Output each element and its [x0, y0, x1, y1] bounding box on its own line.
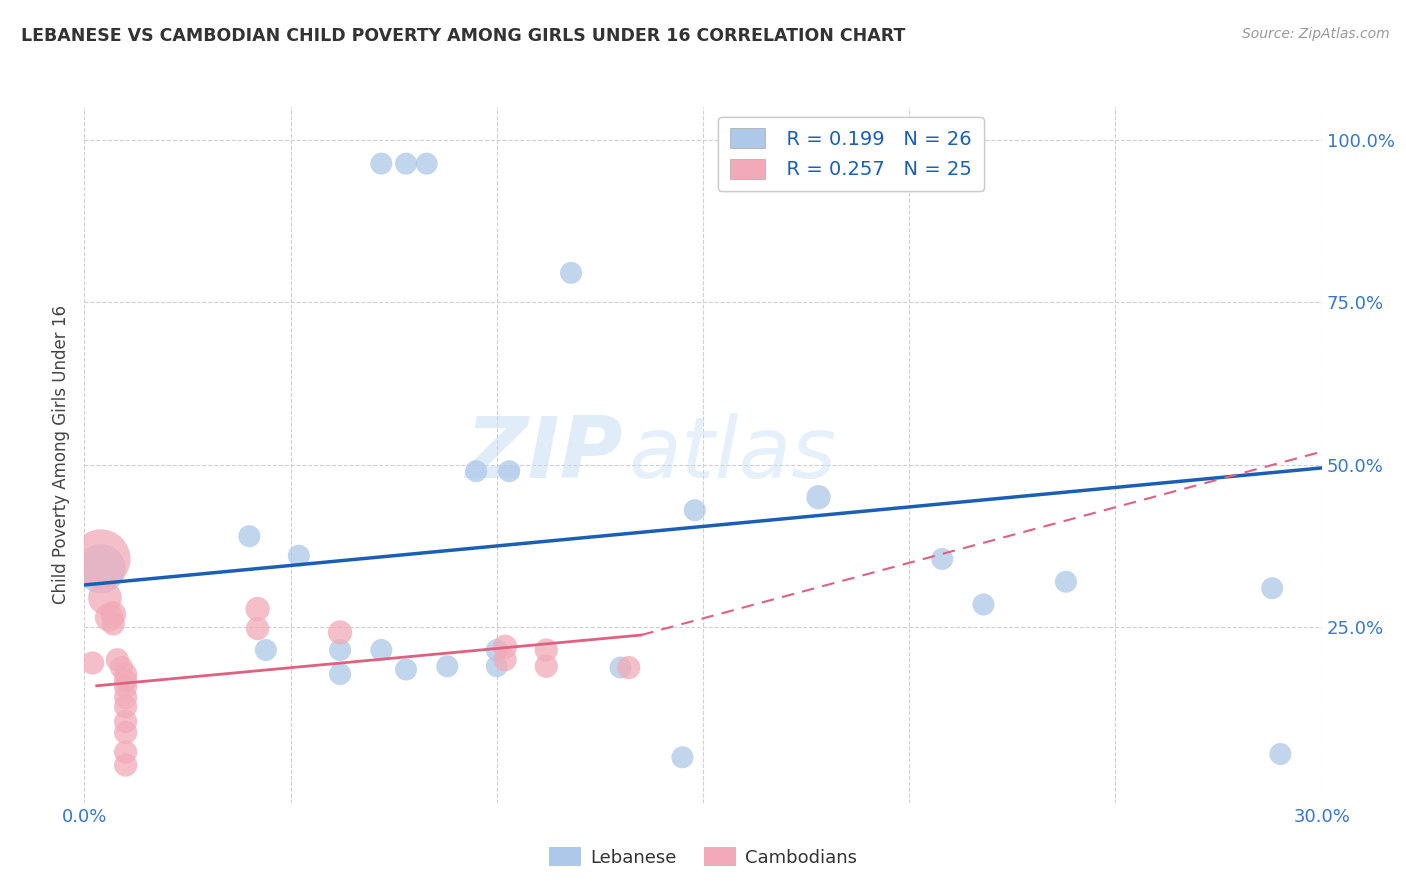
Point: [82, 656, 104, 670]
Point: [103, 607, 125, 622]
Point: [246, 602, 269, 616]
Point: [1054, 574, 1077, 589]
Y-axis label: Child Poverty Among Girls Under 16: Child Poverty Among Girls Under 16: [52, 305, 70, 605]
Text: atlas: atlas: [628, 413, 837, 497]
Legend:   R = 0.199   N = 26,   R = 0.257   N = 25: R = 0.199 N = 26, R = 0.257 N = 25: [718, 117, 984, 191]
Point: [114, 758, 136, 772]
Point: [114, 680, 136, 694]
Point: [94, 591, 117, 605]
Point: [114, 667, 136, 681]
Point: [498, 464, 520, 478]
Point: [103, 617, 125, 632]
Point: [329, 667, 352, 681]
Point: [114, 690, 136, 705]
Point: [90, 562, 112, 576]
Text: Source: ZipAtlas.com: Source: ZipAtlas.com: [1241, 27, 1389, 41]
Point: [238, 529, 260, 543]
Text: ZIP: ZIP: [465, 413, 623, 497]
Point: [536, 643, 558, 657]
Point: [683, 503, 706, 517]
Point: [671, 750, 693, 764]
Point: [395, 156, 418, 170]
Point: [485, 643, 508, 657]
Point: [329, 643, 352, 657]
Text: LEBANESE VS CAMBODIAN CHILD POVERTY AMONG GIRLS UNDER 16 CORRELATION CHART: LEBANESE VS CAMBODIAN CHILD POVERTY AMON…: [21, 27, 905, 45]
Point: [931, 552, 953, 566]
Point: [110, 660, 132, 674]
Point: [609, 660, 631, 674]
Point: [395, 663, 418, 677]
Point: [254, 643, 277, 657]
Point: [114, 699, 136, 714]
Point: [560, 266, 582, 280]
Point: [1270, 747, 1292, 761]
Point: [329, 625, 352, 640]
Point: [465, 464, 488, 478]
Point: [98, 610, 121, 624]
Point: [114, 725, 136, 739]
Point: [370, 156, 392, 170]
Point: [288, 549, 311, 563]
Point: [485, 659, 508, 673]
Point: [617, 660, 640, 674]
Legend: Lebanese, Cambodians: Lebanese, Cambodians: [541, 840, 865, 874]
Point: [1261, 581, 1284, 595]
Point: [114, 673, 136, 688]
Point: [494, 653, 516, 667]
Point: [90, 552, 112, 566]
Point: [807, 490, 830, 504]
Point: [105, 653, 128, 667]
Point: [246, 622, 269, 636]
Point: [972, 598, 994, 612]
Point: [536, 659, 558, 673]
Point: [114, 714, 136, 729]
Point: [370, 643, 392, 657]
Point: [436, 659, 458, 673]
Point: [114, 745, 136, 759]
Point: [415, 156, 437, 170]
Point: [494, 640, 516, 654]
